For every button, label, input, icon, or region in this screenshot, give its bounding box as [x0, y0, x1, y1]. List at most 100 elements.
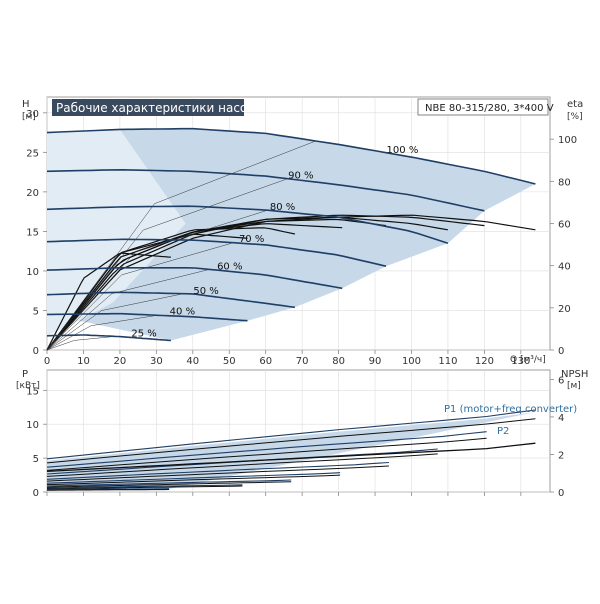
speed-label: 40 % — [170, 306, 195, 317]
y-left-tick-label: 20 — [26, 188, 39, 199]
thin-curve — [46, 140, 316, 351]
x-tick-label: 20 — [114, 356, 127, 367]
speed-label: 25 % — [131, 329, 156, 340]
p-unit: [кВт] — [16, 381, 40, 391]
thin-curve — [46, 336, 116, 351]
x-tick-label: 110 — [438, 356, 457, 367]
npsh-unit: [м] — [567, 381, 581, 391]
p2-curve — [46, 437, 487, 471]
y-right-tick-label: 60 — [558, 220, 571, 231]
p1-curve — [46, 488, 170, 491]
x-tick-label: 40 — [186, 356, 199, 367]
npsh-tick-label: 6 — [558, 375, 564, 386]
chart-title: Рабочие характеристики насоса — [56, 101, 261, 115]
y-right-tick-label: 100 — [558, 135, 577, 146]
efficiency-curve — [46, 214, 536, 351]
thin-curve — [46, 242, 234, 351]
qh-curve — [46, 266, 343, 290]
p1-curve — [46, 484, 243, 489]
operating-region — [47, 128, 536, 341]
thin-curve — [46, 293, 184, 351]
x-tick-label: 90 — [369, 356, 382, 367]
bottom-tick-labels: 0 5 10 15 0 2 4 6 — [26, 375, 564, 499]
qh-curves — [46, 127, 536, 342]
model-box — [417, 98, 549, 116]
p2-curve — [47, 489, 170, 491]
y-right-tick-label: 0 — [558, 346, 564, 357]
npsh-tick-label: 4 — [558, 413, 564, 424]
qh-curve — [46, 291, 296, 309]
p2-curve — [46, 465, 389, 482]
operating-region-left — [47, 129, 186, 336]
y-left-tick-label: 5 — [33, 306, 39, 317]
npsh-label: NPSH — [561, 369, 588, 380]
x-tick-label: 100 — [402, 356, 421, 367]
qh-curve — [47, 312, 248, 322]
p1-curve — [46, 461, 389, 480]
y-right-tick-label: 40 — [558, 262, 571, 273]
y-right-tick-label: 20 — [558, 304, 571, 315]
efficiency-curve — [46, 252, 171, 351]
x-unit: Q [м³/ч] — [510, 355, 546, 365]
top-panel: 100 % 90 % 80 % 70 % 60 % 50 % 40 % 25 % 0 10 20 3… — [22, 96, 583, 367]
y-left-tick-label: 25 — [26, 148, 39, 159]
y-left-tick-label: 30 — [26, 109, 39, 120]
bottom-panel: 0 5 10 15 0 2 4 6 P [кВт] NPSH [м] P1 (motor+fr… — [16, 369, 588, 499]
p1-curve — [46, 409, 536, 460]
p-tick-label: 15 — [26, 386, 39, 397]
qh-curve — [46, 238, 387, 267]
top-tick-labels: 0 10 20 30 40 50 60 70 80 90 100 110 120 130 0 5 10 15 20 2… — [26, 109, 577, 367]
efficiency-curves — [46, 140, 536, 351]
p-tick-label: 0 — [33, 488, 39, 499]
qh-curve — [46, 168, 485, 212]
qh-curve — [46, 205, 449, 245]
title-bg — [52, 99, 244, 116]
p-tick-label: 5 — [33, 454, 39, 465]
thin-curve — [46, 315, 158, 351]
y-left-label: H — [22, 99, 30, 110]
x-tick-label: 120 — [475, 356, 494, 367]
p-label: P — [22, 369, 28, 380]
p2-curve — [46, 418, 536, 464]
efficiency-curve — [46, 218, 387, 351]
speed-label: 70 % — [239, 234, 264, 245]
p1-curve — [46, 479, 292, 487]
p2-curve — [46, 485, 243, 490]
x-tick-label: 130 — [511, 356, 530, 367]
speed-label: 60 % — [217, 262, 242, 273]
p2-curve — [46, 481, 292, 488]
x-tick-label: 70 — [296, 356, 309, 367]
npsh-tick-label: 0 — [558, 488, 564, 499]
x-tick-label: 60 — [259, 356, 272, 367]
thin-curve — [46, 209, 268, 351]
speed-label: 100 % — [387, 145, 419, 156]
speed-label: 90 % — [288, 170, 313, 181]
y-left-tick-label: 10 — [26, 267, 39, 278]
p-tick-label: 10 — [26, 420, 39, 431]
x-tick-label: 50 — [223, 356, 236, 367]
y-left-tick-label: 15 — [26, 227, 39, 238]
qh-curve — [46, 334, 171, 342]
efficiency-curve — [46, 233, 248, 351]
power-curves — [46, 409, 536, 491]
speed-label: 50 % — [193, 286, 218, 297]
y-right-label: eta — [567, 99, 583, 110]
efficiency-curve — [46, 223, 343, 351]
p2-label: P2 — [497, 426, 509, 437]
p1-curve — [46, 472, 341, 484]
y-right-tick-label: 80 — [558, 177, 571, 188]
y-left-tick-label: 0 — [33, 346, 39, 357]
speed-labels: 100 % 90 % 80 % 70 % 60 % 50 % 40 % 25 % — [131, 145, 418, 339]
x-tick-label: 80 — [332, 356, 345, 367]
npsh-tick-label: 2 — [558, 450, 564, 461]
thin-curve — [46, 178, 288, 351]
p1-label: P1 (motor+freq.converter) — [444, 404, 577, 415]
y-right-unit: [%] — [567, 112, 583, 122]
x-tick-label: 30 — [150, 356, 163, 367]
npsh-curve — [46, 442, 536, 473]
x-tick-label: 10 — [77, 356, 90, 367]
qh-curve — [46, 127, 536, 185]
speed-label: 80 % — [270, 202, 295, 213]
p2-curve — [46, 453, 438, 477]
